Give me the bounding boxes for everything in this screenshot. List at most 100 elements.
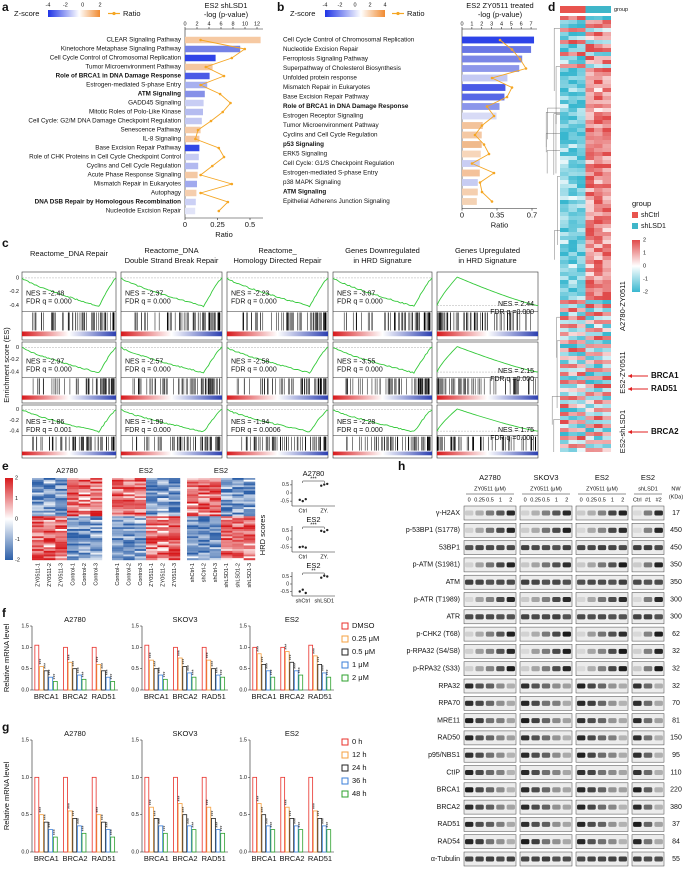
heatmap-cell [243,532,256,535]
heatmap-cell [577,300,586,304]
x-tick-label: 4 [207,21,210,27]
heatmap-cell [32,490,44,493]
heatmap-cell [594,160,603,164]
blot-band [587,821,596,827]
heatmap-cell [243,496,256,499]
heatmap-cell [221,523,233,526]
heatmap-cell [243,485,256,488]
y-tick-label: 1.0 [131,645,139,651]
heatmap-cell [168,527,181,530]
nes-label: NES = 2.15 [498,368,534,375]
heatmap-cell [585,36,594,40]
heatmap-cell [187,507,199,510]
heatmap-cell [55,487,68,490]
heatmap-cell [602,440,611,444]
heatmap-cell [67,510,79,513]
blot-band [643,614,653,620]
heatmap-cell [112,552,124,555]
heatmap-cell [32,529,44,532]
bar [462,112,497,120]
blot-band [618,527,627,533]
pathway-label: Mismatch Repair in Eukaryotes [283,84,370,91]
heatmap-cell [168,534,181,537]
nes-label: NES = -2.23 [231,291,269,298]
heatmap-cell [577,368,586,372]
heatmap-cell [55,558,68,561]
heatmap-cell [602,64,611,68]
heatmap-cell [78,490,91,493]
blot-band [496,718,505,724]
heatmap-cell [560,100,569,104]
heatmap-cell [123,498,135,501]
hrd-title: ES2 [306,561,320,570]
heatmap-cell [585,256,594,260]
heatmap-cell [577,132,586,136]
blot-band [597,856,607,862]
heatmap-cell [568,384,577,388]
heatmap-cell [594,296,603,300]
blot-band [506,839,515,845]
heatmap-cell [123,507,135,510]
heatmap-cell [585,224,594,228]
heatmap-cell [209,518,222,521]
pathway-label: Base Excision Repair Pathway [95,145,182,152]
heatmap-cell [560,192,569,196]
heatmap-cell [568,304,577,308]
hrd-point [298,498,301,502]
heatmap-cell [134,536,147,539]
heatmap-cell [560,104,569,108]
heatmap-cell [221,503,233,506]
heatmap-cell [585,344,594,348]
heatmap-cell [78,510,91,513]
blot-band [485,718,495,724]
heatmap-cell [198,530,210,533]
heatmap-cell [602,300,611,304]
heatmap-cell [112,512,124,515]
heatmap-cell [90,538,103,541]
heatmap-cell [602,356,611,360]
heatmap-cell [67,519,79,522]
heatmap-cell [568,228,577,232]
x-tick-label: RAD51 [308,854,332,863]
heatmap-cell [168,507,181,510]
ratio-dot [221,110,224,114]
heatmap-cell [577,116,586,120]
kda-label: 350 [670,579,682,586]
protein-label: p95/NBS1 [428,752,460,759]
heatmap-cell [594,144,603,148]
heatmap-cell [594,300,603,304]
scale-tick: 0 [15,516,18,522]
blot-band [654,700,663,706]
heatmap-cell [187,518,199,521]
gene-label: BRCA1 [651,371,679,380]
gsea-frame [226,404,329,459]
heatmap-cell [67,530,79,533]
heatmap-cell [585,340,594,344]
heatmap-cell [112,545,124,548]
heatmap-cell [594,212,603,216]
gsea-frame [120,341,223,404]
heatmap-cell [78,478,91,481]
heatmap-cell [560,324,569,328]
heatmap-cell [585,24,594,28]
rank-strip [227,331,328,337]
protein-label: p-53BP1 (S1778) [406,527,460,534]
blot-band [562,718,571,724]
heatmap-cell [602,124,611,128]
heatmap-cell [134,505,147,508]
sample-label: Control-1 [115,563,121,586]
heatmap-cell [560,392,569,396]
nes-label: NES = -1.94 [231,419,269,426]
heatmap-cell [123,503,135,506]
heatmap-cell [123,550,135,553]
heatmap-cell [585,160,594,164]
blot-band [608,821,617,827]
heatmap-cell [560,308,569,312]
heatmap-cell [568,280,577,284]
heatmap-cell [594,432,603,436]
heatmap-cell [43,534,56,537]
bar [462,103,500,110]
blot-band [597,718,607,724]
heatmap-cell [602,360,611,364]
heatmap-cell [594,24,603,28]
